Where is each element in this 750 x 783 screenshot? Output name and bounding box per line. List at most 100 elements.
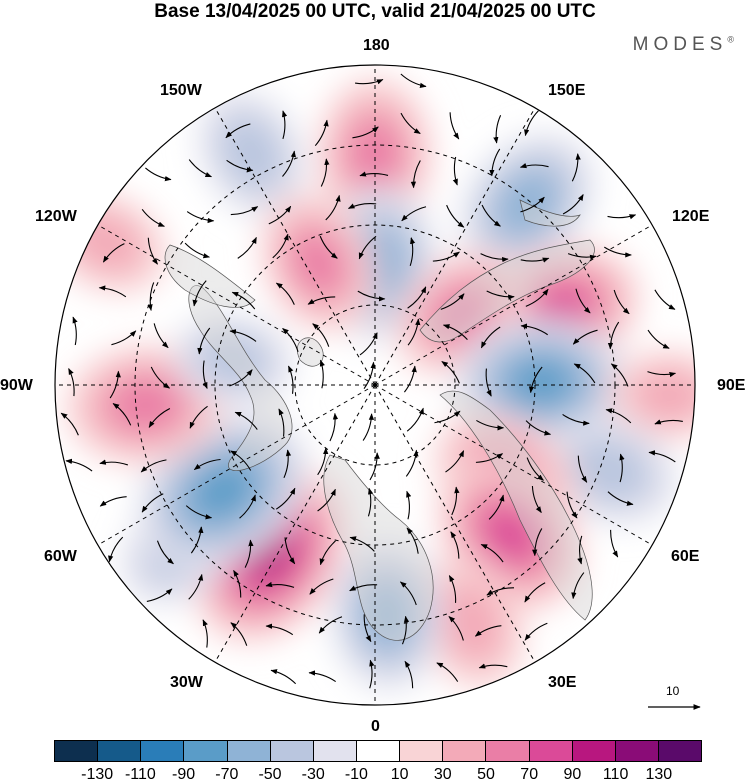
wind-arrow: [401, 206, 427, 222]
wind-arrow: [265, 623, 294, 636]
wind-arrow: [363, 361, 376, 390]
wind-arrow: [526, 457, 544, 481]
legend-tick-label: -50: [258, 766, 282, 783]
wind-arrow: [363, 614, 372, 643]
lon-label-120e: 120E: [672, 208, 710, 225]
wind-arrow: [406, 527, 419, 554]
legend-tick-label: 10: [390, 766, 409, 783]
wind-arrow: [571, 572, 585, 600]
wind-arrow: [604, 246, 632, 258]
wind-arrow: [150, 366, 171, 389]
wind-arrow: [480, 326, 501, 349]
wind-arrow: [237, 236, 257, 259]
wind-arrow: [531, 486, 542, 514]
lon-label-0: 0: [371, 718, 380, 735]
legend-tick-label: -70: [215, 766, 239, 783]
wind-arrow: [184, 242, 210, 259]
anomaly-contour: [631, 367, 695, 424]
wind-arrow: [524, 582, 546, 603]
wind-arrow: [520, 196, 545, 213]
wind-arrow: [231, 291, 256, 310]
wind-arrow: [485, 368, 492, 397]
wind-arrow: [288, 365, 294, 394]
wind-arrow: [270, 669, 297, 685]
wind-arrow: [229, 369, 253, 387]
legend-swatch: [657, 741, 702, 761]
wind-arrow: [148, 408, 171, 428]
wind-arrow: [480, 253, 509, 263]
wind-arrow: [102, 243, 125, 263]
lon-label-60w: 60W: [44, 548, 77, 565]
wind-arrow: [234, 411, 258, 430]
wind-arrow: [605, 408, 632, 424]
legend-tick-label: 110: [602, 766, 629, 783]
wind-arrow: [403, 365, 417, 393]
wind-arrow: [405, 449, 419, 477]
wind-arrow: [399, 581, 417, 606]
meridian-line: [97, 384, 376, 546]
wind-arrow: [147, 237, 158, 265]
wind-arrow: [572, 329, 598, 345]
wind-arrow: [486, 290, 515, 300]
wind-arrow: [329, 412, 339, 442]
wind-arrow: [532, 528, 543, 557]
brand-trademark: ®: [727, 34, 734, 45]
wind-arrow: [566, 491, 578, 519]
wind-arrow: [112, 403, 132, 426]
wind-arrow: [489, 148, 501, 177]
brand-text: MODES: [632, 34, 728, 55]
wind-arrow: [282, 150, 296, 177]
wind-arrow: [406, 490, 412, 520]
wind-arrow: [525, 288, 549, 307]
anomaly-contour: [292, 232, 344, 295]
wind-arrow: [573, 363, 596, 384]
wind-vectors: [60, 73, 683, 689]
wind-arrow: [607, 214, 637, 220]
wind-arrow: [282, 328, 299, 352]
brand-logo: MODES®: [633, 34, 734, 56]
meridian-line: [97, 224, 376, 386]
wind-arrow: [352, 126, 379, 139]
wind-arrow: [440, 293, 465, 310]
wind-arrow: [355, 79, 384, 85]
wind-arrow: [407, 286, 427, 309]
wind-arrow: [284, 537, 296, 565]
anomaly-contour: [567, 437, 652, 504]
wind-arrow: [230, 206, 259, 216]
legend-tick-label: -110: [124, 766, 156, 783]
legend-swatch: [312, 741, 356, 761]
wind-arrow: [202, 360, 208, 390]
legend-swatch: [269, 741, 313, 761]
wind-arrow: [571, 153, 581, 182]
wind-arrow: [185, 505, 213, 520]
wind-arrow: [476, 419, 505, 431]
wind-arrow: [314, 119, 329, 147]
wind-arrow: [647, 371, 677, 378]
legend-swatch: [226, 741, 270, 761]
wind-arrow: [520, 257, 550, 263]
wind-arrow: [362, 413, 375, 441]
meridian-line: [214, 384, 376, 663]
wind-arrow: [357, 290, 386, 302]
anomaly-contour: [193, 464, 253, 519]
wind-arrow: [68, 368, 75, 397]
wind-arrow: [193, 458, 221, 470]
wind-arrow: [610, 529, 619, 558]
wind-arrow: [282, 110, 288, 140]
wind-arrow: [409, 237, 416, 266]
wind-arrow: [406, 407, 424, 432]
legend-tick-label: 30: [433, 766, 452, 783]
wind-arrow: [319, 540, 336, 566]
lon-label-30w: 30W: [170, 674, 203, 691]
wind-arrow: [528, 366, 543, 394]
wind-arrow: [188, 159, 213, 178]
legend-tick-label: -10: [344, 766, 368, 783]
wind-arrow: [283, 449, 292, 479]
wind-arrow: [441, 361, 460, 384]
wind-arrow: [239, 494, 256, 519]
wind-arrow: [520, 323, 548, 336]
wind-arrow: [146, 588, 173, 602]
wind-arrow: [190, 526, 204, 554]
wind-arrow: [225, 123, 251, 139]
wind-arrow: [449, 112, 460, 140]
